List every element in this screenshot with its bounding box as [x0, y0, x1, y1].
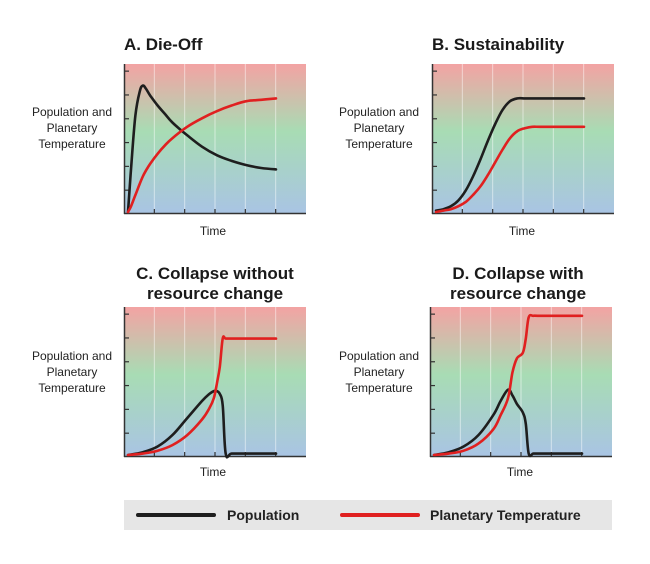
population-series-line [126, 84, 278, 214]
temperature-series-line [432, 313, 584, 457]
legend-population-line [136, 513, 216, 517]
panel-d-xlabel: Time [506, 465, 534, 479]
temperature-series-line [126, 335, 278, 457]
panel-a-title: A. Die-Off [124, 35, 203, 54]
panel-d-plot [429, 307, 612, 458]
panel-b-title: B. Sustainability [432, 35, 565, 54]
panel-d-title: D. Collapse with resource change [449, 264, 587, 303]
legend: Population Planetary Temperature [124, 500, 612, 530]
panel-a-xlabel: Time [199, 224, 227, 238]
legend-temperature-label: Planetary Temperature [430, 507, 581, 523]
panel-a-ylabel: Population and Planetary Temperature [31, 105, 113, 151]
temperature-series-line [126, 97, 278, 214]
panel-c-xlabel: Time [199, 465, 227, 479]
panel-a-plot [123, 64, 306, 215]
population-series-line [434, 96, 586, 212]
panel-b-plot [431, 64, 614, 215]
panel-c-ylabel: Population and Planetary Temperature [31, 349, 113, 395]
panel-b-xlabel: Time [508, 224, 536, 238]
temperature-series-line [434, 125, 586, 214]
panel-c-title: C. Collapse without resource change [136, 264, 294, 303]
legend-population-label: Population [227, 507, 300, 523]
panel-c-plot [123, 307, 306, 459]
legend-temperature-line [340, 513, 420, 517]
panel-d-ylabel: Population and Planetary Temperature [338, 349, 420, 395]
panel-b-ylabel: Population and Planetary Temperature [338, 105, 420, 151]
population-series-line [432, 388, 584, 458]
